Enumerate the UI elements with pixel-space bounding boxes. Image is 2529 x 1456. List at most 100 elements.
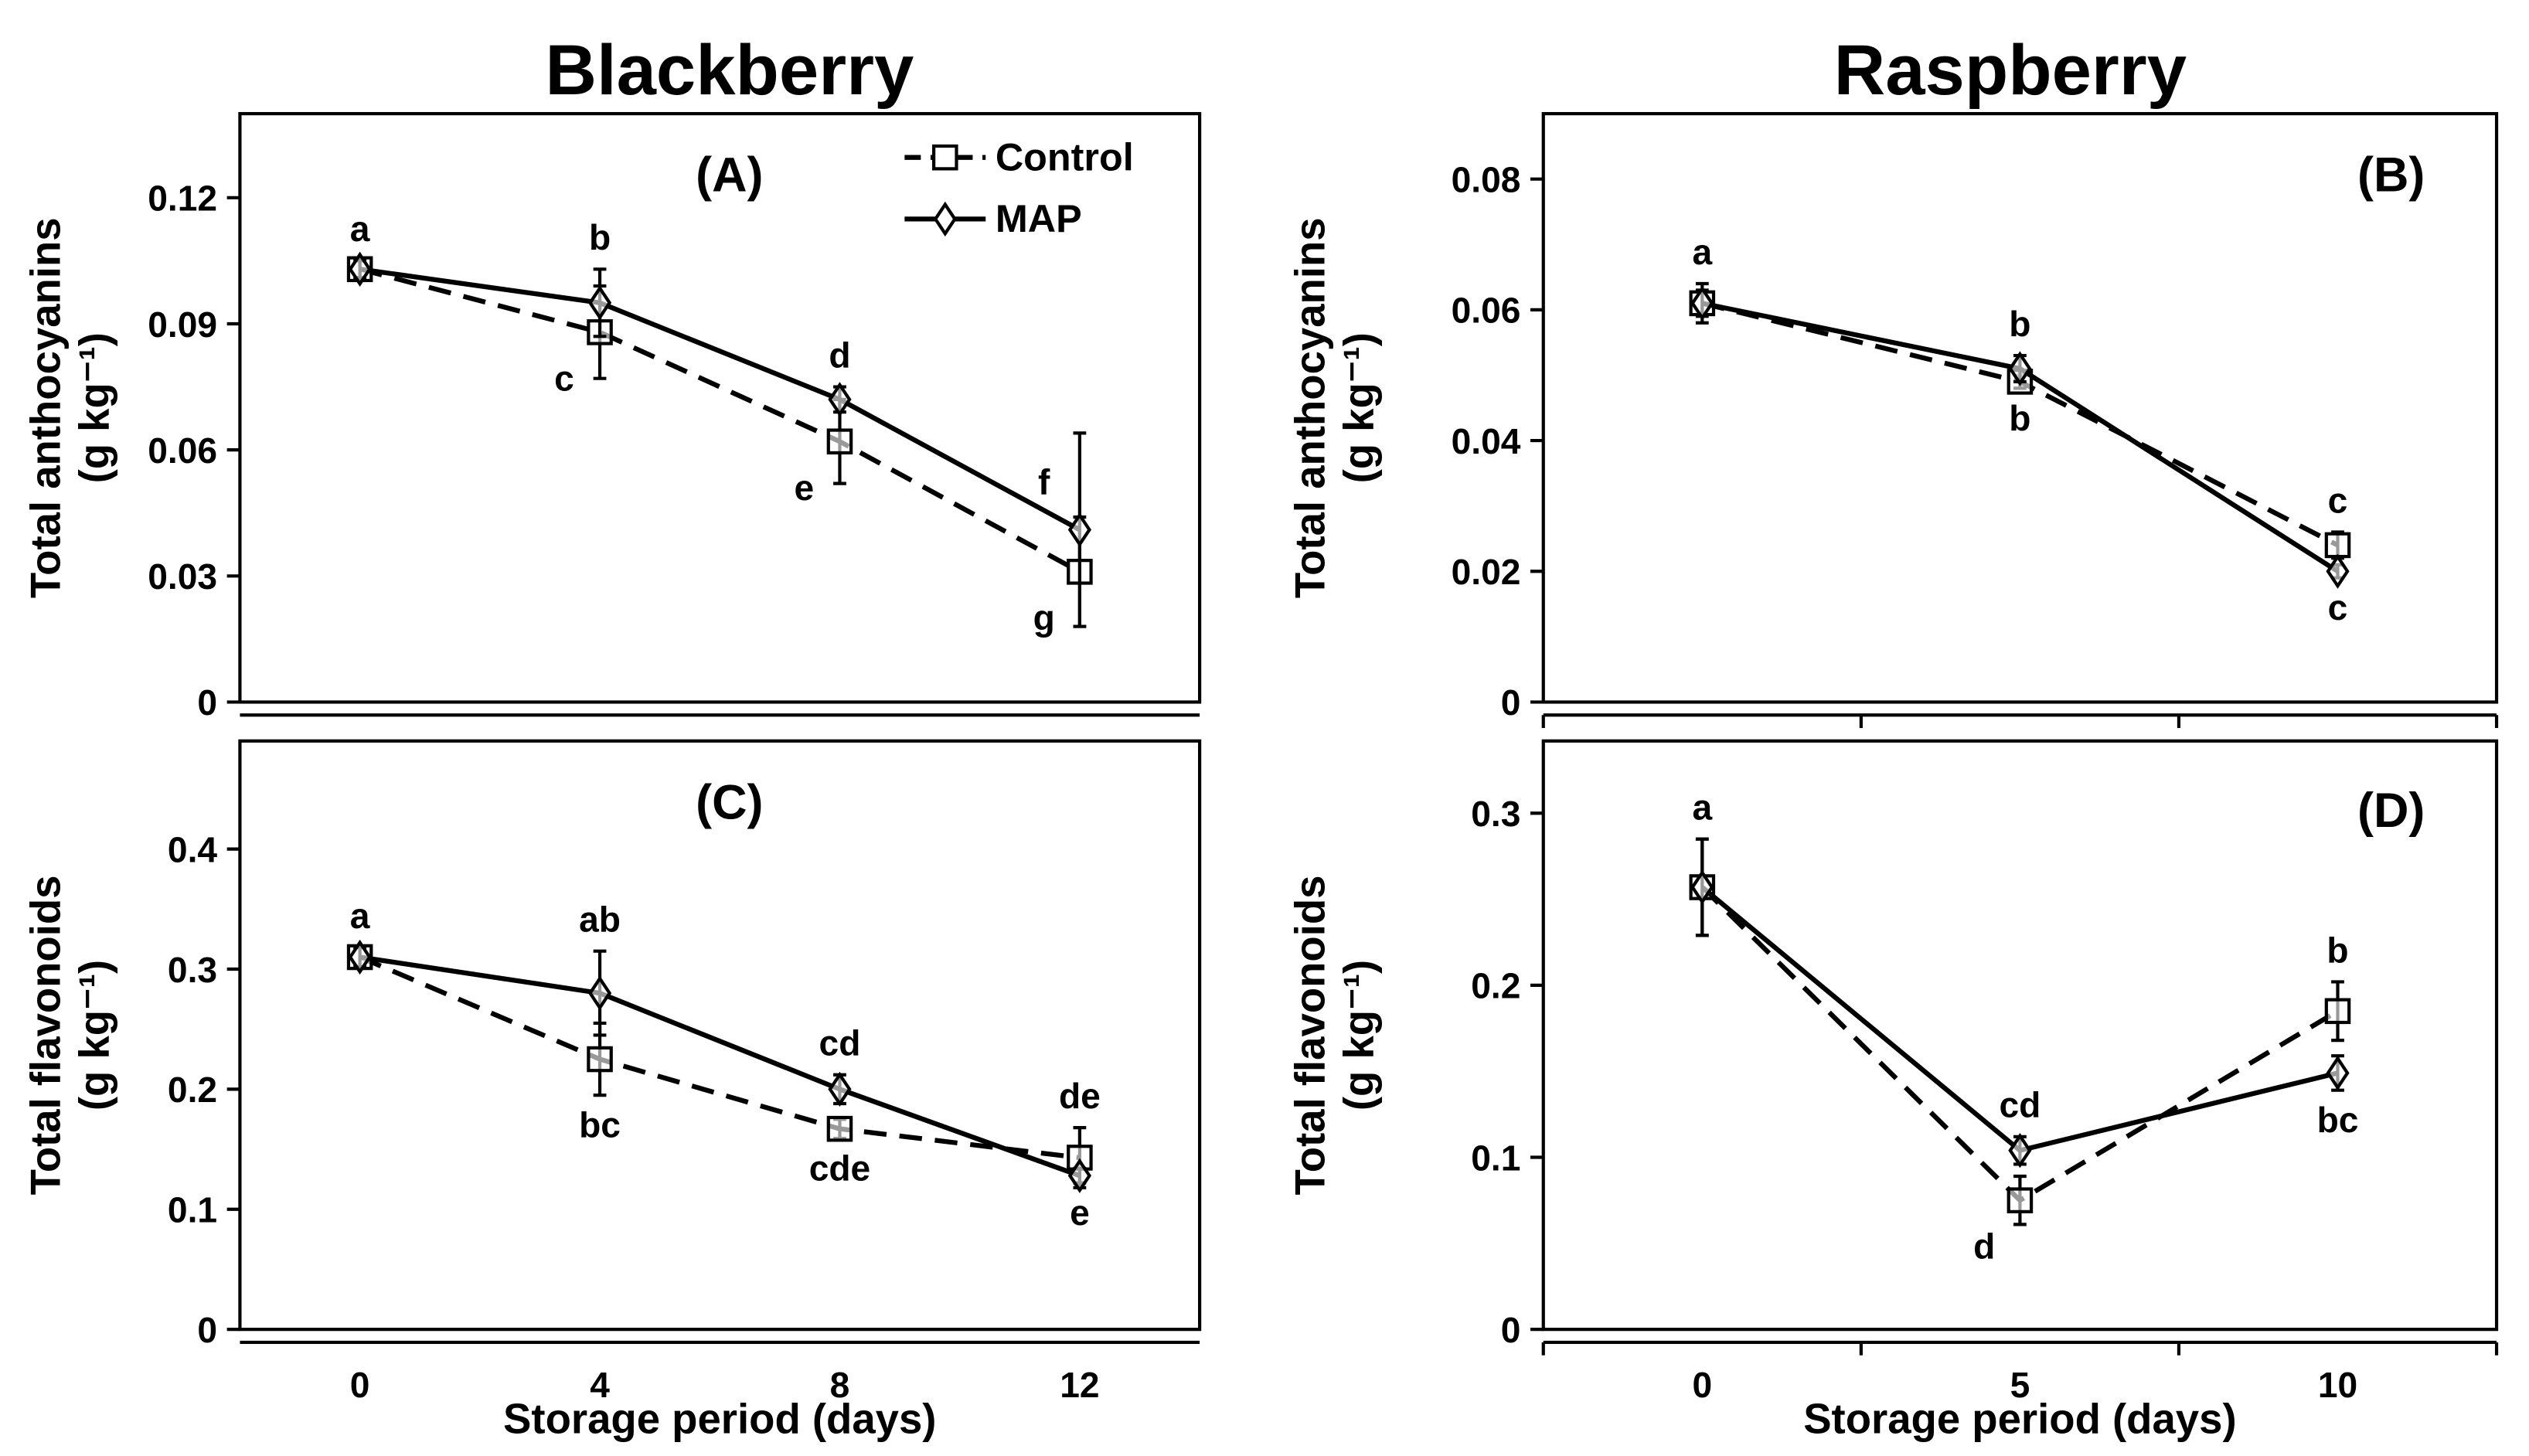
data-point-diamond (348, 251, 372, 287)
y-tick-label: 0.3 (168, 950, 217, 990)
significance-letter: cde (809, 1148, 870, 1189)
data-point-diamond (2326, 1055, 2350, 1091)
series-line (359, 267, 1081, 574)
data-point-square (587, 1046, 613, 1073)
y-tick-label: 0.06 (1452, 291, 1521, 331)
x-tick-label: 8 (830, 1365, 850, 1405)
significance-letter: c (2328, 480, 2348, 520)
significance-letter: cd (1999, 1085, 2041, 1125)
data-point-diamond (348, 939, 372, 975)
panel-label: (B) (2357, 148, 2425, 202)
data-point-square (2324, 532, 2351, 559)
legend-label: Control (996, 134, 1134, 179)
data-point-diamond (587, 285, 612, 321)
y-tick-label: 0.02 (1452, 552, 1521, 592)
significance-letter: de (1059, 1076, 1101, 1116)
data-point-square (826, 1115, 853, 1142)
legend-label: MAP (996, 196, 1082, 240)
y-tick-label: 0 (1501, 1310, 1521, 1350)
series-map: a b c (1690, 232, 2350, 628)
y-tick-label: 0.2 (168, 1070, 217, 1110)
data-point-diamond (828, 382, 852, 417)
significance-letter: bc (2317, 1100, 2359, 1140)
significance-letter: a (1692, 788, 1712, 828)
data-point-diamond (587, 975, 612, 1011)
data-point-square (2324, 998, 2351, 1025)
y-axis-unit: (g kg⁻¹) (71, 332, 118, 483)
significance-letter: f (1038, 461, 1050, 502)
y-tick-label: 0.06 (148, 430, 217, 471)
plot-frame (1541, 111, 2499, 704)
legend-diamond-icon (933, 201, 957, 237)
y-axis-label: Total flavonoids (1287, 875, 1334, 1195)
y-tick-label: 0.3 (1471, 794, 1520, 834)
data-point-diamond (2008, 1132, 2032, 1169)
data-point-diamond (1690, 869, 1714, 905)
y-tick-label: 0.2 (1471, 966, 1520, 1006)
y-tick-label: 0.4 (168, 829, 217, 869)
panel-c: 0 0.1 0.2 0.3 0.4 0 4 8 12 Storage period (days) T… (22, 739, 1202, 1442)
significance-letter: ab (579, 900, 621, 940)
y-axis-unit: (g kg⁻¹) (71, 960, 118, 1111)
data-point-diamond (2008, 351, 2032, 386)
series-map: a cd bc (1690, 788, 2359, 1169)
panel-label: (C) (696, 775, 763, 829)
column-title-raspberry: Raspberry (1834, 29, 2187, 110)
legend: Control MAP (904, 134, 1134, 240)
x-axis-label: Storage period (days) (503, 1395, 936, 1442)
significance-letter: e (1070, 1192, 1090, 1233)
y-tick-label: 0.1 (1471, 1138, 1520, 1178)
panel-label: (A) (696, 148, 763, 202)
y-tick-label: 0 (1501, 682, 1521, 723)
significance-letter: e (795, 468, 815, 508)
x-tick-label: 12 (1060, 1365, 1099, 1405)
significance-letter: b (2009, 398, 2030, 438)
panel-a: 0 0.03 0.06 0.09 0.12 Total anthocyanins (g kg… (22, 111, 1202, 723)
panel-b: 0 0.02 0.04 0.06 0.08 Total anthocyanins (g kg… (1287, 111, 2499, 728)
data-point-square (826, 428, 853, 455)
plot-frame (1541, 739, 2499, 1332)
y-tick-label: 0.12 (148, 179, 217, 219)
series-line (359, 954, 1081, 1179)
x-tick-label: 0 (350, 1365, 370, 1405)
series-line (359, 267, 1081, 532)
panel-label: (D) (2357, 784, 2425, 838)
significance-letter: cd (819, 1023, 861, 1063)
significance-letter: bc (579, 1105, 621, 1145)
significance-letter: a (350, 209, 370, 249)
significance-letter: g (1033, 597, 1055, 638)
y-axis-label: Total flavonoids (22, 875, 70, 1195)
series-line (359, 954, 1081, 1161)
plot-frame (238, 739, 1202, 1332)
y-tick-label: 0.09 (148, 304, 217, 345)
x-tick-label: 5 (2010, 1365, 2030, 1405)
x-tick-label: 4 (590, 1365, 610, 1405)
significance-letter: b (589, 217, 611, 257)
y-axis-unit: (g kg⁻¹) (1336, 960, 1383, 1111)
y-tick-label: 0 (197, 682, 217, 723)
data-point-diamond (1690, 285, 1714, 321)
significance-letter: a (350, 896, 370, 936)
y-tick-label: 0.1 (168, 1190, 217, 1230)
legend-square-icon (932, 144, 958, 171)
y-tick-label: 0.08 (1452, 159, 1521, 199)
panel-d: 0 0.1 0.2 0.3 0 5 10 Storage period (days) Total… (1287, 739, 2499, 1442)
significance-letter: d (1973, 1226, 1995, 1267)
data-point-diamond (828, 1071, 852, 1107)
y-axis-label: Total anthocyanins (1287, 217, 1334, 598)
series-map: a b d f (348, 209, 1091, 628)
significance-letter: c (2328, 587, 2348, 628)
column-title-blackberry: Blackberry (545, 29, 914, 110)
significance-letter: a (1692, 232, 1712, 272)
data-point-square (2007, 1187, 2034, 1213)
series-control: c e g (346, 256, 1093, 638)
significance-letter: b (2009, 304, 2030, 344)
y-tick-label: 0 (197, 1310, 217, 1350)
data-point-diamond (1067, 1158, 1091, 1193)
data-point-diamond (2326, 553, 2350, 589)
y-axis-label: Total anthocyanins (22, 217, 70, 598)
y-axis-unit: (g kg⁻¹) (1336, 332, 1383, 483)
significance-letter: b (2326, 930, 2348, 970)
